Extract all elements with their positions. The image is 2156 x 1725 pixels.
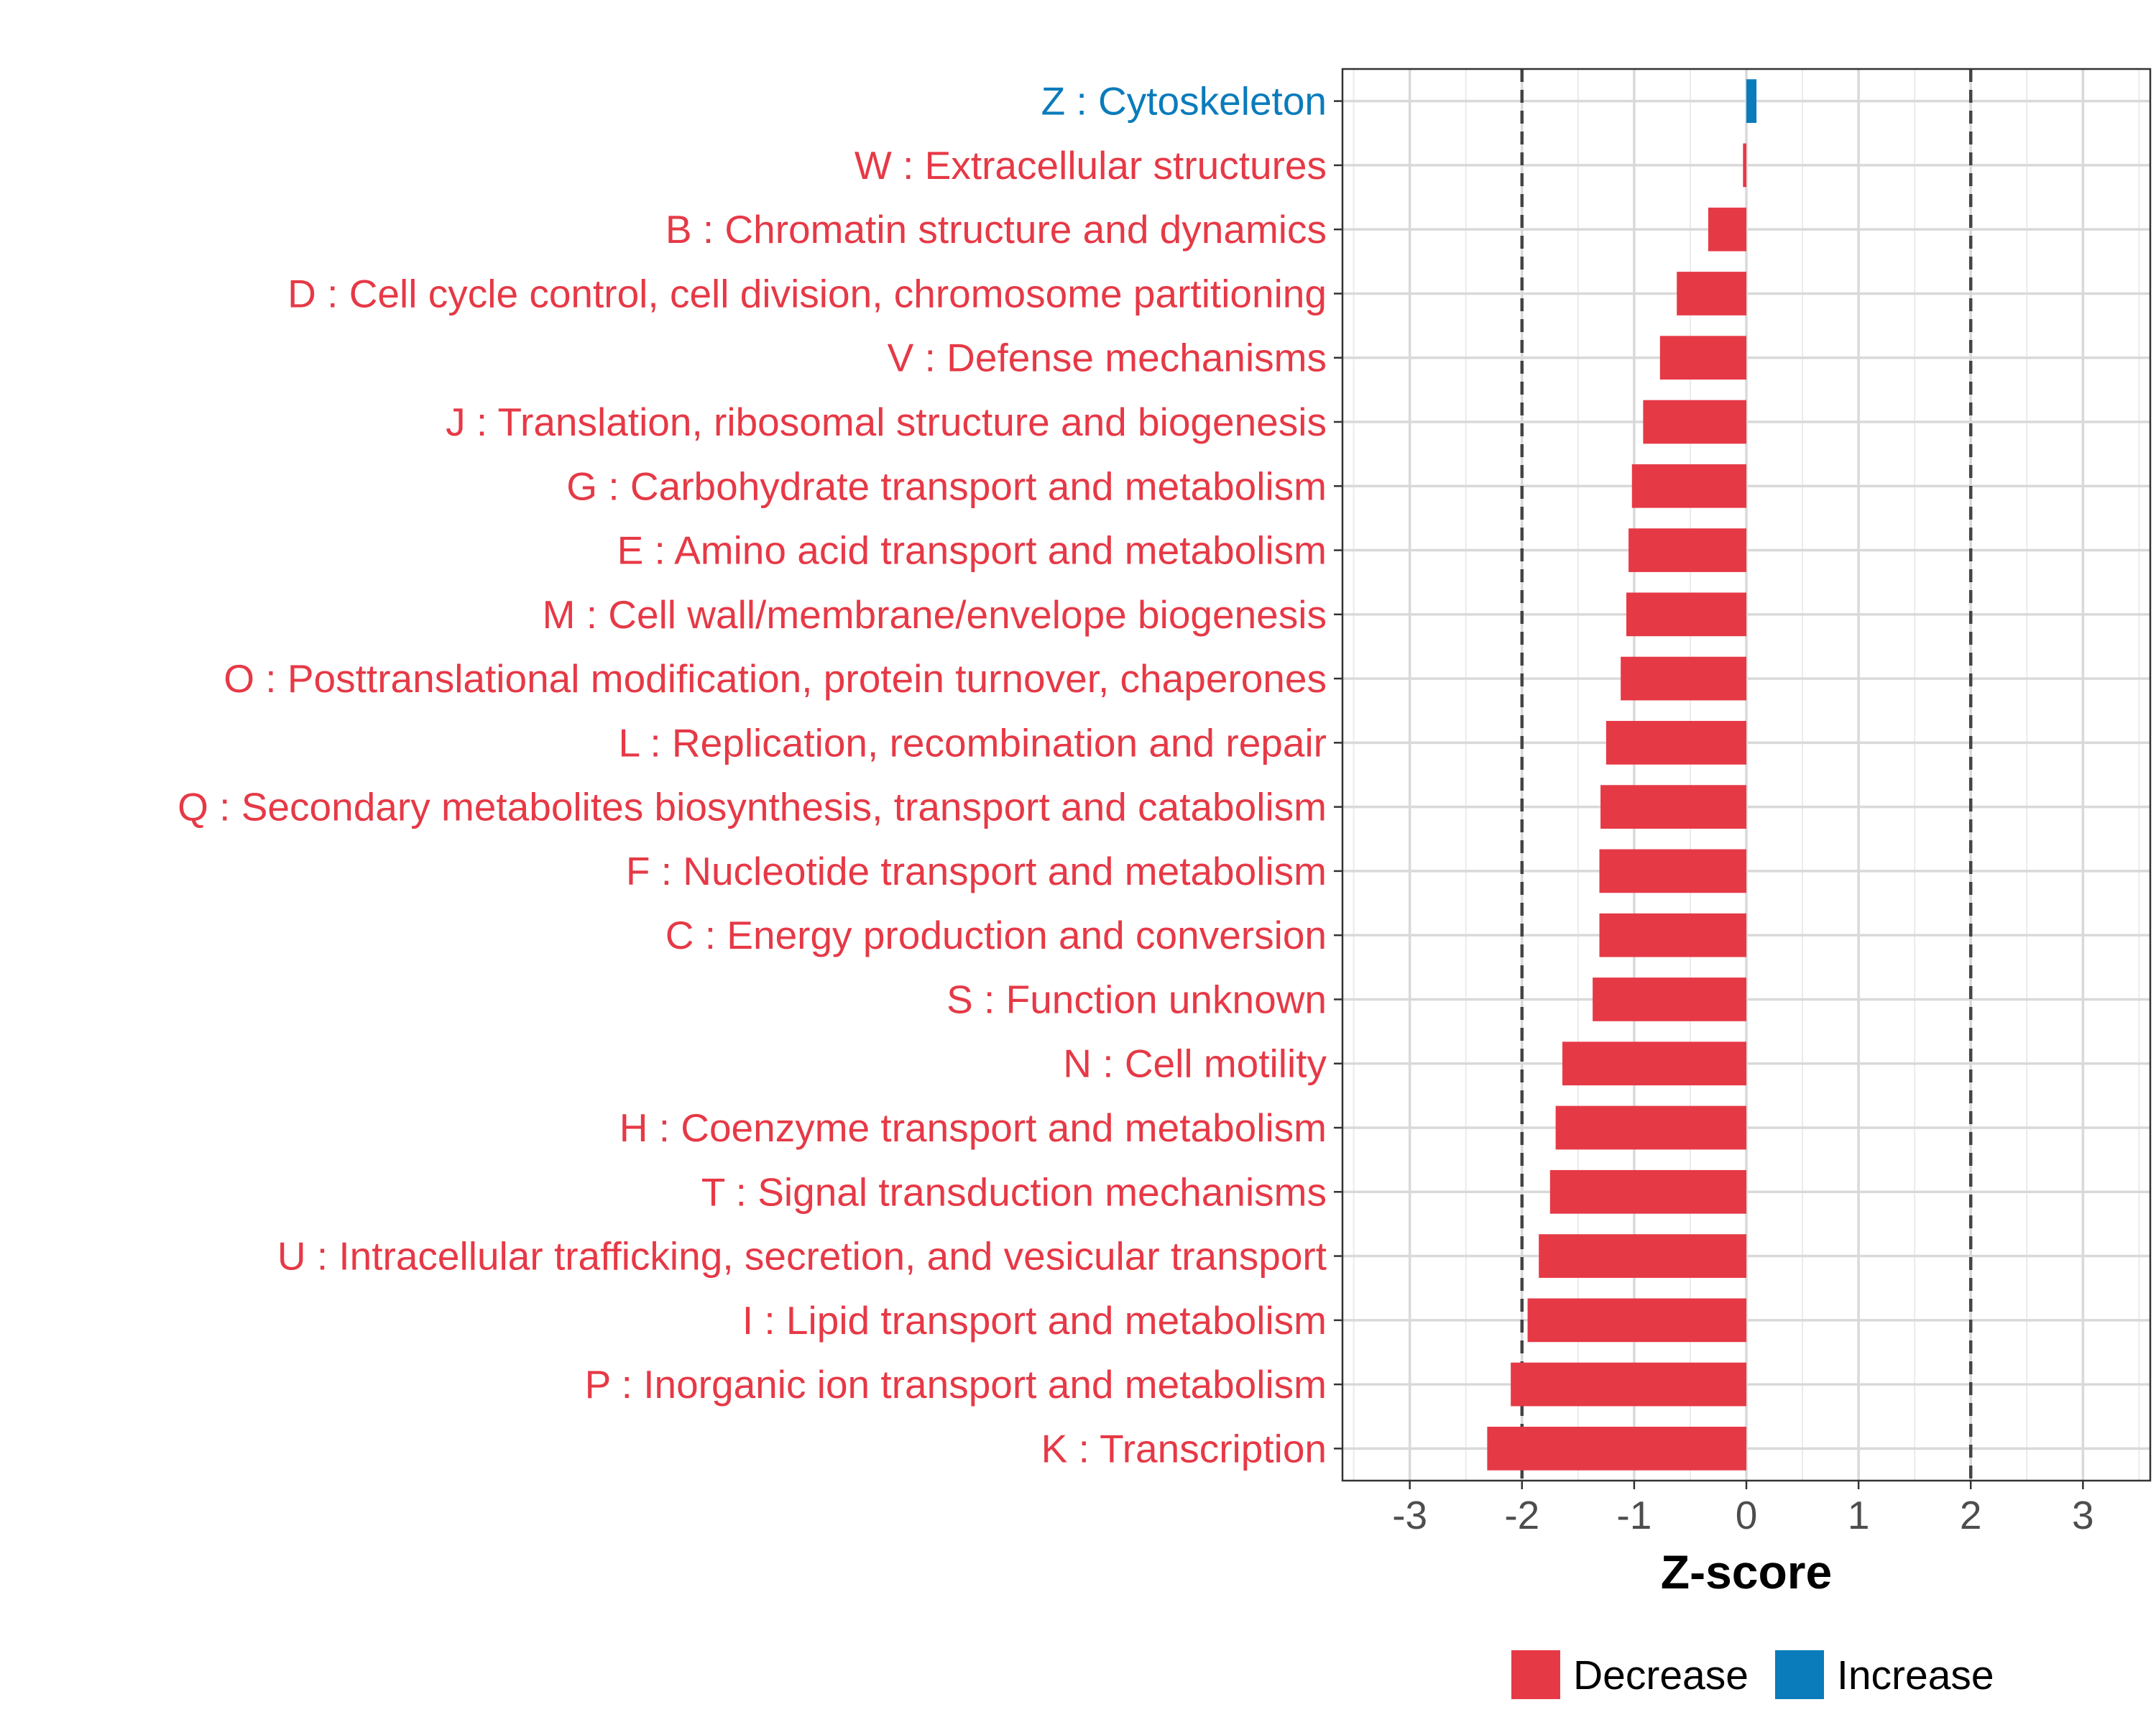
bar-j — [1643, 400, 1746, 444]
legend-swatch-decrease — [1511, 1650, 1560, 1699]
category-label: I : Lipid transport and metabolism — [742, 1298, 1327, 1343]
category-label: T : Signal transduction mechanisms — [701, 1169, 1327, 1214]
bar-q — [1600, 785, 1746, 829]
x-tick-label: 0 — [1736, 1493, 1758, 1537]
category-label: H : Coenzyme transport and metabolism — [619, 1105, 1327, 1150]
bar-c — [1599, 913, 1746, 957]
legend-label: Decrease — [1573, 1652, 1749, 1698]
bar-k — [1487, 1427, 1746, 1471]
legend-label: Increase — [1837, 1652, 1994, 1698]
x-tick-label: -1 — [1616, 1493, 1651, 1537]
bar-d — [1677, 272, 1746, 316]
category-label: D : Cell cycle control, cell division, c… — [287, 271, 1327, 316]
category-label: V : Defense mechanisms — [888, 336, 1327, 380]
x-tick-label: 3 — [2072, 1493, 2094, 1537]
x-tick-label: 2 — [1960, 1493, 1982, 1537]
bar-e — [1628, 528, 1746, 572]
category-label: J : Translation, ribosomal structure and… — [446, 400, 1327, 444]
legend-item-decrease: Decrease — [1511, 1650, 1749, 1699]
x-tick-label: 1 — [1848, 1493, 1870, 1537]
bar-i — [1527, 1298, 1746, 1343]
bars — [1487, 79, 1757, 1471]
legend-swatch-increase — [1775, 1650, 1824, 1699]
x-axis-title: Z-score — [1661, 1545, 1832, 1598]
bar-v — [1659, 336, 1746, 380]
category-label: F : Nucleotide transport and metabolism — [626, 849, 1327, 893]
category-label: P : Inorganic ion transport and metaboli… — [585, 1362, 1327, 1407]
bar-t — [1549, 1169, 1746, 1214]
category-labels: Z : Cytoskeleton W : Extracellular struct… — [178, 79, 1342, 1471]
legend: Decrease Increase — [1511, 1650, 1994, 1699]
x-tick-label: -2 — [1504, 1493, 1539, 1537]
legend-item-increase: Increase — [1775, 1650, 1994, 1699]
category-label: C : Energy production and conversion — [665, 913, 1327, 957]
bar-n — [1562, 1041, 1746, 1086]
category-label: Z : Cytoskeleton — [1041, 79, 1327, 124]
category-label: W : Extracellular structures — [854, 143, 1327, 188]
category-label: U : Intracellular trafficking, secretion… — [277, 1234, 1327, 1279]
bar-o — [1621, 656, 1746, 701]
bar-b — [1708, 207, 1746, 252]
x-ticks: -3 -2 -1 0 1 2 3 — [1392, 1481, 2094, 1537]
bar-p — [1511, 1362, 1746, 1407]
category-label: K : Transcription — [1041, 1426, 1327, 1471]
reference-lines — [1520, 69, 1973, 1481]
bar-s — [1593, 978, 1746, 1021]
category-label: B : Chromatin structure and dynamics — [665, 207, 1327, 252]
bar-g — [1631, 464, 1746, 508]
bar-z — [1746, 79, 1757, 123]
category-label: Q : Secondary metabolites biosynthesis, … — [178, 785, 1327, 829]
category-label: S : Function unknown — [946, 977, 1327, 1021]
category-label: O : Posttranslational modification, prot… — [224, 656, 1327, 701]
category-label: L : Replication, recombination and repai… — [619, 720, 1327, 765]
bar-l — [1606, 721, 1746, 765]
bar-u — [1539, 1234, 1746, 1278]
category-label: E : Amino acid transport and metabolism — [617, 528, 1327, 573]
category-label: G : Carbohydrate transport and metabolis… — [566, 464, 1327, 508]
bar-f — [1599, 849, 1746, 893]
category-label: N : Cell motility — [1063, 1041, 1327, 1086]
bar-w — [1743, 143, 1746, 188]
bar-h — [1555, 1105, 1746, 1150]
category-label: M : Cell wall/membrane/envelope biogenes… — [543, 592, 1327, 637]
x-tick-label: -3 — [1392, 1493, 1427, 1537]
bar-m — [1626, 592, 1746, 637]
